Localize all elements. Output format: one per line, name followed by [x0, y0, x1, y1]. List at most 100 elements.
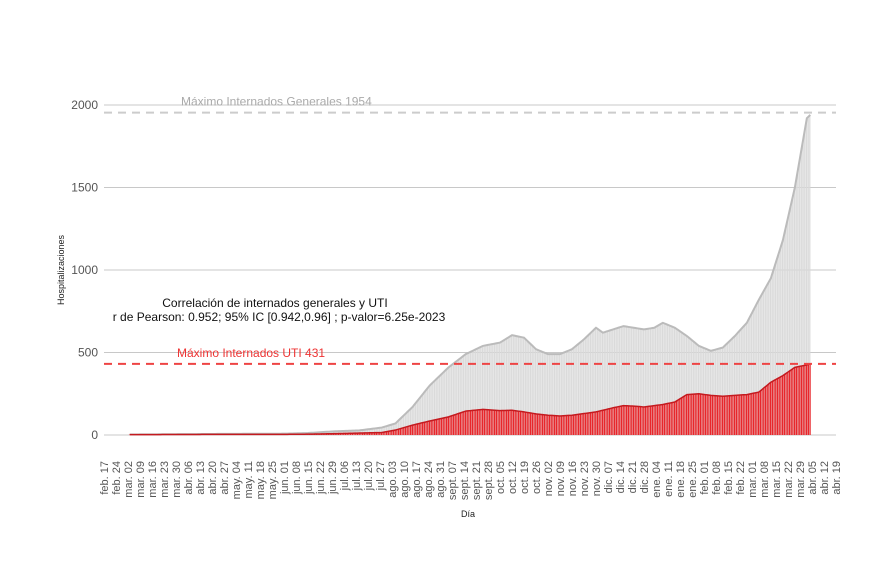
x-tick-label: nov. 23 [579, 461, 591, 496]
uti-bar [722, 396, 723, 435]
uti-bar [539, 414, 540, 435]
uti-bar [720, 396, 721, 435]
x-tick-label: nov. 02 [543, 461, 555, 496]
uti-bar [453, 415, 454, 435]
uti-bar [725, 396, 726, 435]
uti-bar [468, 411, 469, 435]
uti-bar [482, 409, 483, 435]
uti-bar [696, 394, 697, 435]
uti-bar [667, 403, 668, 435]
uti-bar [643, 407, 644, 435]
uti-bar [623, 406, 624, 435]
uti-bar [672, 402, 673, 435]
x-tick-label: mar. 08 [759, 461, 771, 498]
uti-bar [763, 388, 764, 435]
x-tick-label: mar. 23 [159, 461, 171, 498]
uti-bar [758, 392, 759, 435]
x-tick-label: ene. 18 [675, 461, 687, 498]
x-tick-label: mar. 16 [147, 461, 159, 498]
uti-bar [523, 412, 524, 435]
uti-bar [506, 410, 507, 435]
uti-bar [605, 409, 606, 435]
uti-bar [775, 379, 776, 435]
uti-bar [792, 369, 793, 435]
uti-bar [509, 410, 510, 435]
uti-bar [491, 410, 492, 435]
uti-bar [545, 415, 546, 435]
uti-bar [797, 367, 798, 435]
x-tick-label: oct. 19 [519, 461, 531, 494]
x-tick-label: dic. 14 [615, 461, 627, 493]
uti-bar [688, 394, 689, 435]
uti-bar [739, 395, 740, 435]
uti-bar [583, 414, 584, 435]
x-tick-label: nov. 09 [555, 461, 567, 496]
uti-bar [585, 413, 586, 435]
uti-bar [563, 416, 564, 435]
uti-bar [436, 419, 437, 435]
uti-bar [734, 395, 735, 435]
x-tick-label: ago. 17 [411, 461, 423, 498]
uti-bar [412, 425, 413, 435]
uti-bar [665, 404, 666, 435]
uti-bar [487, 410, 488, 435]
uti-bar [527, 412, 528, 435]
uti-bar [713, 396, 714, 435]
uti-bar [717, 396, 718, 435]
uti-bar [530, 413, 531, 435]
uti-bar [695, 394, 696, 435]
uti-bar [691, 394, 692, 435]
uti-bar [547, 415, 548, 435]
uti-bar [460, 413, 461, 435]
uti-bar [528, 413, 529, 435]
uti-bar [681, 398, 682, 435]
uti-bar [612, 408, 613, 435]
uti-bar [736, 395, 737, 435]
uti-bar [617, 407, 618, 435]
uti-bar [533, 414, 534, 435]
uti-bar [532, 413, 533, 435]
uti-bar [648, 406, 649, 435]
uti-bar [756, 392, 757, 435]
x-tick-label: sept. 07 [447, 461, 459, 500]
uti-bar [463, 412, 464, 435]
uti-bar [655, 405, 656, 435]
uti-bar [554, 416, 555, 435]
uti-bar [638, 407, 639, 435]
uti-bar [573, 415, 574, 435]
uti-bar [662, 404, 663, 435]
uti-bar [592, 412, 593, 435]
uti-bar [669, 403, 670, 435]
uti-bar [607, 409, 608, 435]
uti-bar [419, 423, 420, 435]
x-tick-label: jul. 27 [375, 461, 387, 491]
x-tick-label: feb. 01 [699, 461, 711, 495]
x-tick-label: mar. 30 [171, 461, 183, 498]
uti-bar [751, 394, 752, 435]
uti-bar [569, 415, 570, 435]
uti-bar [677, 400, 678, 435]
uti-bar [760, 391, 761, 435]
uti-bar [432, 420, 433, 435]
uti-bar [719, 396, 720, 435]
x-tick-label: dic. 28 [639, 461, 651, 493]
uti-bar [439, 419, 440, 435]
y-tick-label: 2000 [71, 98, 98, 112]
uti-bar [693, 394, 694, 435]
x-axis-label: Día [461, 509, 475, 519]
x-tick-label: abr. 19 [831, 461, 843, 495]
uti-bar [791, 370, 792, 435]
uti-bar [444, 418, 445, 435]
uti-bar [475, 410, 476, 435]
uti-bar [703, 394, 704, 435]
uti-bar [657, 405, 658, 435]
uti-bar [489, 410, 490, 435]
x-tick-label: sept. 21 [471, 461, 483, 500]
x-tick-label: feb. 08 [711, 461, 723, 495]
uti-bar [770, 382, 771, 435]
x-tick-label: mar. 02 [123, 461, 135, 498]
x-tick-label: ago. 24 [423, 461, 435, 498]
uti-bar [496, 410, 497, 435]
y-tick-label: 1000 [71, 263, 98, 277]
